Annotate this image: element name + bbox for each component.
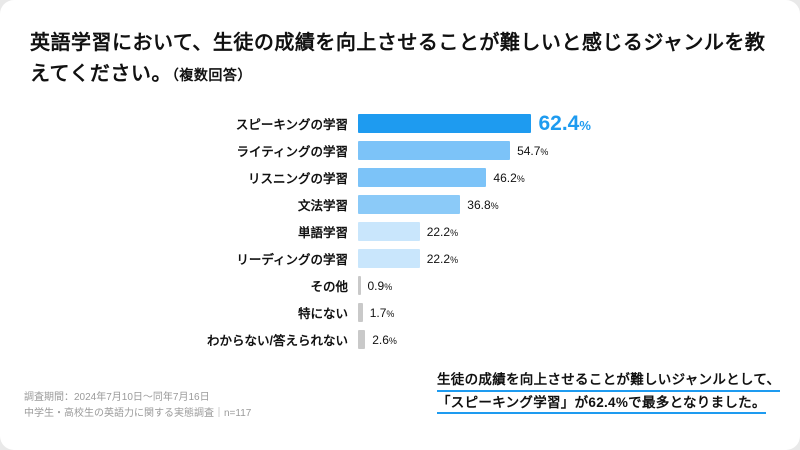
bar [358,303,363,322]
bar-row: わからない/答えられない 2.6% [28,326,772,353]
bar-category-label: 単語学習 [297,226,348,240]
survey-name: 中学生・高校生の英語力に関する実態調査｜n=117 [24,408,252,419]
bar-value-label: 0.9% [367,278,393,293]
bar-row: 文法学習 36.8% [28,191,772,218]
bar-row: リスニングの学習 46.2% [28,164,772,191]
bar-category-label: その他 [310,280,348,294]
highlight-annotation: 生徒の成績を向上させることが難しいジャンルとして、 「スピーキング学習」が62.… [437,373,781,418]
bar-area: 1.7% [358,299,772,326]
bar-value-label: 22.2% [426,224,459,239]
bar-row: リーディングの学習 22.2% [28,245,772,272]
bar [358,222,420,241]
bar [358,195,461,214]
bar-chart: スピーキングの学習 62.4% ライティングの学習 54.7% リスニングの学習 46.2… [28,110,772,353]
bar-area: 46.2% [358,164,772,191]
bar-category-label: リスニングの学習 [247,172,348,186]
bar-category-label: スピーキングの学習 [235,118,348,132]
annotation-line: 「スピーキング学習」が62.4%で最多となりました。 [437,395,780,414]
page-title: 英語学習において、生徒の成績を向上させることが難しいと感じるジャンルを教えてくだ… [30,28,772,90]
bar-area: 0.9% [358,272,772,299]
annotation-line: 生徒の成績を向上させることが難しいジャンルとして、 [437,373,781,392]
bar-value-label: 54.7% [517,143,549,158]
bar [358,330,366,349]
annotation-text: 「スピーキング学習」が62.4%で最多となりました。 [437,395,766,414]
survey-period: 調査期間：2024年7月10日〜同年7月16日 [24,392,210,403]
bar-value-label: 36.8% [467,197,499,212]
bar-row: スピーキングの学習 62.4% [28,110,772,137]
title-text: 英語学習において、生徒の成績を向上させることが難しいと感じるジャンルを教えてくだ… [30,32,766,85]
bar [358,249,420,268]
bar-value-label: 22.2% [426,251,459,266]
bar-value-label: 62.4% [538,111,591,135]
bar-value-label: 1.7% [369,305,395,320]
bar-rows: スピーキングの学習 62.4% ライティングの学習 54.7% リスニングの学習 46.2… [28,110,772,353]
bar [358,141,511,160]
bar-category-label: 特にない [297,307,348,321]
bar-area: 62.4% [358,110,772,137]
bar-category-label: リーディングの学習 [236,253,348,267]
bar-area: 54.7% [358,137,772,164]
bar [358,168,487,187]
bar-category-label: わからない/答えられない [207,334,348,348]
bar-value-label: 46.2% [493,170,525,185]
bar-category-label: ライティングの学習 [236,145,348,159]
bar-category-label: 文法学習 [297,199,348,213]
bar [358,114,532,133]
bar-area: 22.2% [358,245,772,272]
bar-row: 単語学習 22.2% [28,218,772,245]
annotation-text: 生徒の成績を向上させることが難しいジャンルとして、 [437,373,781,392]
source-note: 調査期間：2024年7月10日〜同年7月16日 中学生・高校生の英語力に関する実… [24,390,251,422]
bar [358,276,361,295]
bar-area: 22.2% [358,218,772,245]
bar-row: ライティングの学習 54.7% [28,137,772,164]
bar-area: 2.6% [358,326,772,353]
bar-row: 特にない 1.7% [28,299,772,326]
bar-area: 36.8% [358,191,772,218]
title-note: （複数回答） [171,67,252,83]
bar-row: その他 0.9% [28,272,772,299]
bar-value-label: 2.6% [372,332,397,347]
